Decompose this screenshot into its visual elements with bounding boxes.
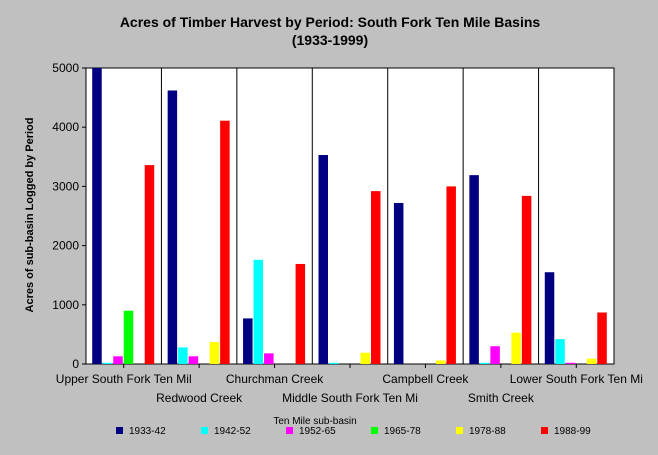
legend: 1933-42 1942-52 1952-65 1965-78 1978-88 1988-…: [116, 426, 591, 437]
legend-swatch: [116, 427, 123, 434]
legend-label: 1933-42: [129, 426, 166, 437]
bar: [318, 155, 328, 364]
x-category-label: Middle South Fork Ten Mi: [282, 391, 418, 405]
y-tick-label: 0: [72, 357, 79, 371]
bar: [446, 186, 456, 364]
y-axis-label: Acres of sub-basin Logged by Period: [24, 118, 36, 313]
y-axis: 0 1000 2000 3000 4000 5000: [52, 61, 86, 371]
bar: [597, 312, 607, 364]
bar: [490, 346, 500, 364]
x-axis-label: Ten Mile sub-basin: [273, 416, 356, 427]
legend-swatch: [201, 427, 208, 434]
y-tick-label: 3000: [52, 179, 79, 193]
bar: [435, 360, 446, 364]
bar: [360, 352, 370, 364]
bar: [511, 332, 521, 364]
chart-subtitle: (1933-1999): [292, 32, 368, 48]
bar: [243, 318, 253, 364]
bar: [469, 175, 479, 364]
x-axis-categories: Upper South Fork Ten Mil Redwood Creek Chu…: [56, 364, 643, 405]
legend-swatch: [286, 427, 293, 434]
x-category-label: Campbell Creek: [382, 372, 469, 386]
legend-swatch: [371, 427, 378, 434]
bar: [565, 362, 576, 364]
bar: [479, 362, 490, 364]
y-tick-label: 4000: [52, 120, 79, 134]
x-category-label: Smith Creek: [468, 391, 535, 405]
x-category-label: Churchman Creek: [226, 372, 324, 386]
chart-title: Acres of Timber Harvest by Period: South…: [120, 14, 541, 30]
bar: [220, 120, 230, 364]
plot-area: [85, 67, 615, 365]
bar: [393, 202, 404, 364]
bar: [102, 362, 113, 364]
category-dividers: [160, 68, 540, 364]
legend-label: 1965-78: [384, 426, 421, 437]
bar: [123, 310, 134, 364]
y-tick-label: 5000: [52, 61, 79, 75]
legend-swatch: [541, 427, 548, 434]
bar: [264, 353, 274, 364]
bar: [113, 356, 123, 364]
bar: [167, 90, 178, 364]
legend-label: 1988-99: [554, 426, 591, 437]
bar: [371, 191, 381, 364]
y-tick-label: 2000: [52, 239, 79, 253]
y-tick-label: 1000: [52, 298, 79, 312]
legend-swatch: [456, 427, 463, 434]
bar: [144, 165, 155, 364]
bar: [92, 68, 102, 364]
bar: [253, 259, 264, 364]
legend-label: 1942-52: [214, 426, 251, 437]
legend-label: 1952-65: [299, 426, 336, 437]
bar: [188, 356, 199, 364]
legend-label: 1978-88: [469, 426, 506, 437]
bar: [555, 339, 565, 364]
bar: [178, 347, 188, 364]
bar: [209, 342, 220, 364]
bar: [586, 358, 597, 364]
x-category-label: Redwood Creek: [156, 391, 243, 405]
bar: [295, 263, 306, 364]
bar: [329, 362, 339, 364]
bar: [544, 272, 555, 364]
x-category-label: Lower South Fork Ten Mi: [510, 372, 643, 386]
bars: [92, 68, 607, 364]
bar: [521, 195, 532, 364]
x-category-label: Upper South Fork Ten Mil: [56, 372, 192, 386]
